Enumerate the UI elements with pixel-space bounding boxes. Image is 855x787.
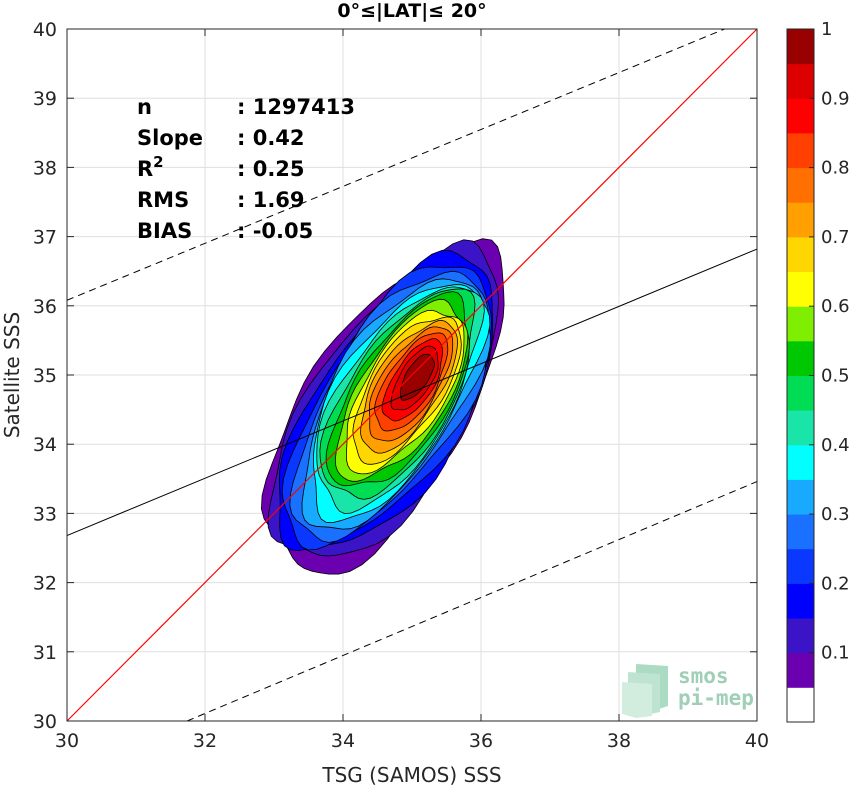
y-axis-label: Satellite SSS <box>0 312 24 438</box>
colorbar-segment <box>787 444 814 480</box>
regression-line <box>66 248 758 537</box>
y-tick-label: 39 <box>33 88 57 110</box>
colorbar-segment <box>787 652 814 688</box>
stat-value: : -0.05 <box>237 219 313 243</box>
colorbar-segment <box>787 271 814 307</box>
colorbar-tick-label: 0.6 <box>821 296 850 317</box>
y-tick-label: 33 <box>33 503 57 525</box>
y-tick-label: 34 <box>33 434 57 456</box>
smos-pi-mep-logo: smos pi-mep <box>622 664 754 718</box>
logo-text-line2: pi-mep <box>678 686 754 710</box>
colorbar-tick-label: 0.2 <box>821 573 850 594</box>
colorbar-tick-label: 0.3 <box>821 504 850 525</box>
stat-label: n <box>137 95 152 119</box>
x-tick-label: 40 <box>745 730 769 752</box>
colorbar-tick-label: 0.5 <box>821 366 850 387</box>
logo-text-line1: smos <box>678 664 729 688</box>
colorbar-tick-label: 0.8 <box>821 158 850 179</box>
colorbar-tick-label: 0.1 <box>821 643 850 664</box>
colorbar-segment <box>787 236 814 272</box>
stat-label: RMS <box>137 188 189 212</box>
chart-title: 0°≤|LAT|≤ 20° <box>337 0 486 22</box>
y-tick-label: 40 <box>33 19 57 41</box>
colorbar-segment <box>787 548 814 584</box>
stat-value: : 0.25 <box>237 157 305 181</box>
x-tick-label: 32 <box>193 730 217 752</box>
logo-mark <box>622 664 668 718</box>
x-tick-label: 36 <box>469 730 493 752</box>
y-tick-label: 31 <box>33 642 57 664</box>
axis-ticks: 30 32 34 36 38 40 30 31 32 33 34 35 36 37 38 39 40 <box>33 19 769 752</box>
colorbar-segment <box>787 687 814 723</box>
colorbar-segment <box>787 133 814 169</box>
stat-value: : 1.69 <box>237 188 305 212</box>
y-tick-label: 35 <box>33 365 57 387</box>
reference-lines <box>66 28 758 722</box>
colorbar-segment <box>787 29 814 65</box>
stat-superscript: 2 <box>153 153 163 171</box>
y-tick-label: 36 <box>33 296 57 318</box>
colorbar-segment <box>787 167 814 203</box>
x-axis-label: TSG (SAMOS) SSS <box>321 763 501 787</box>
colorbar-tick-label: 1 <box>821 19 832 40</box>
colorbar-tick-label: 0.4 <box>821 435 850 456</box>
colorbar-segment <box>787 340 814 376</box>
stat-value: : 0.42 <box>237 126 305 150</box>
colorbar-segment <box>787 479 814 515</box>
colorbar-segment <box>787 63 814 99</box>
identity-line <box>66 28 758 722</box>
colorbar-segment <box>787 583 814 619</box>
x-tick-label: 30 <box>55 730 79 752</box>
x-tick-label: 34 <box>331 730 355 752</box>
plot-area <box>66 28 758 722</box>
y-tick-label: 37 <box>33 227 57 249</box>
stat-label: Slope <box>137 126 203 150</box>
density-contours <box>260 238 505 575</box>
stat-value: : 1297413 <box>237 95 355 119</box>
colorbar-segment <box>787 98 814 134</box>
y-tick-label: 38 <box>33 157 57 179</box>
colorbar-segment <box>787 514 814 550</box>
colorbar-segment <box>787 618 814 654</box>
colorbar-segment <box>787 202 814 238</box>
colorbar-tick-label: 0.9 <box>821 88 850 109</box>
y-tick-label: 32 <box>33 573 57 595</box>
colorbar-segment <box>787 306 814 342</box>
upper-bound-line <box>66 28 725 301</box>
colorbar-tick-label: 0.7 <box>821 227 850 248</box>
x-tick-label: 38 <box>607 730 631 752</box>
colorbar-segment <box>787 375 814 411</box>
colorbar-segment <box>787 410 814 446</box>
stat-label: BIAS <box>137 219 192 243</box>
y-tick-label: 30 <box>33 711 57 733</box>
density-contour-level <box>400 353 435 401</box>
colorbar: 0.1 0.2 0.3 0.4 0.5 0.6 0.7 0.8 0.9 1 <box>786 19 850 723</box>
